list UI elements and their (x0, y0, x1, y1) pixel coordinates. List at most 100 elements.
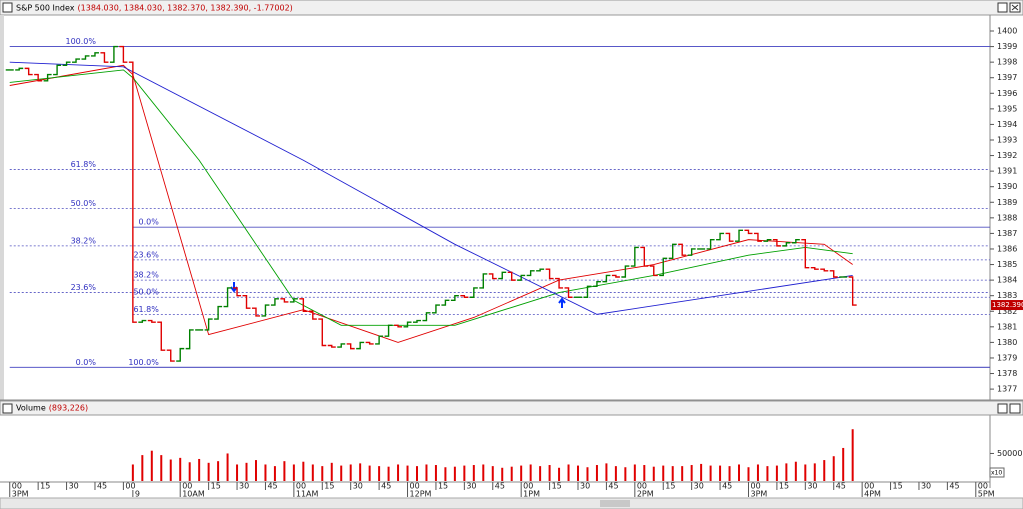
price-bar (611, 274, 620, 278)
fib-label: 50.0% (133, 288, 159, 297)
chart-title: S&P 500 Index (16, 4, 75, 13)
price-bar (204, 318, 213, 331)
x-tick-label: 15 (779, 482, 789, 491)
y-tick-label: 1398 (997, 58, 1017, 67)
price-bar (763, 238, 772, 242)
price-bar (450, 294, 459, 302)
price-bar (630, 246, 639, 267)
price-bar (53, 64, 62, 76)
title-bar (0, 0, 1023, 16)
price-bar (687, 248, 696, 256)
x-tick-major-label: 5PM (978, 490, 995, 499)
scale-box (989, 467, 1005, 478)
price-bar (24, 67, 33, 76)
x-tick-label: 00 (182, 482, 192, 491)
last-price-label: 1382.390 (992, 301, 1023, 309)
x-tick-label: 15 (665, 482, 675, 491)
fib-label: 23.6% (71, 283, 97, 292)
x-tick-label: 30 (921, 482, 931, 491)
price-bar (280, 298, 289, 303)
price-bar (412, 319, 421, 323)
price-bar (735, 229, 744, 242)
y-tick-label: 1382 (997, 307, 1017, 316)
price-bar (488, 273, 497, 280)
price-bar (479, 273, 488, 289)
price-bar (109, 45, 118, 63)
volume-title: Volume (16, 404, 46, 413)
maximize-button[interactable] (997, 2, 1008, 13)
y-tick-label: 1387 (997, 229, 1017, 238)
price-bar (498, 271, 507, 280)
y-tick-label: 1397 (997, 73, 1017, 82)
window-icon[interactable] (2, 2, 13, 13)
price-bar (223, 287, 232, 308)
x-tick-major-label: 3PM (750, 490, 767, 499)
x-tick-label: 00 (864, 482, 874, 491)
x-tick-major-label: 12PM (410, 490, 432, 499)
price-bar (640, 246, 649, 267)
x-tick-label: 30 (69, 482, 79, 491)
left-scroll[interactable] (0, 15, 4, 400)
y-tick-label: 1384 (997, 276, 1017, 285)
horizontal-scrollbar[interactable] (0, 497, 1023, 509)
price-bar (621, 265, 630, 278)
price-bar (441, 299, 450, 306)
price-bar (744, 229, 753, 235)
price-bar (119, 45, 128, 63)
price-bar (384, 324, 393, 337)
scroll-thumb[interactable] (600, 500, 630, 507)
y-tick-label: 1379 (997, 353, 1017, 362)
price-bar (242, 294, 251, 309)
price-bar (214, 305, 223, 320)
price-bar (327, 344, 336, 348)
price-bar (176, 347, 185, 362)
x-tick-label: 45 (495, 482, 505, 491)
scale-label: x10 (991, 470, 1002, 477)
price-bar (394, 324, 403, 328)
price-bar (469, 287, 478, 298)
price-bar (460, 294, 469, 298)
y-tick-label: 1391 (997, 167, 1017, 176)
x-tick-label: 30 (694, 482, 704, 491)
moving-average (9, 64, 853, 343)
x-tick-label: 00 (125, 482, 135, 491)
price-bar (233, 287, 242, 297)
volume-maximize[interactable] (997, 403, 1008, 414)
price-bar (782, 242, 791, 247)
up-arrow-signal (558, 297, 566, 308)
y-tick-label: 1400 (997, 27, 1017, 36)
x-tick-label: 45 (267, 482, 277, 491)
y-tick-label: 1395 (997, 104, 1017, 113)
fib-label: 61.8% (71, 160, 97, 169)
price-bar (62, 61, 71, 66)
volume-icon[interactable] (2, 403, 13, 414)
price-bar (668, 243, 677, 260)
y-tick-label: 1377 (997, 385, 1017, 394)
y-tick-label: 1383 (997, 291, 1017, 300)
fib-label: 61.8% (133, 305, 159, 314)
price-bar (810, 266, 819, 270)
price-bar (346, 343, 355, 350)
price-bar (602, 274, 611, 283)
price-bar (90, 52, 99, 57)
price-bar (716, 232, 725, 241)
volume-title-bar (0, 400, 1023, 416)
price-bar (753, 232, 762, 242)
price-bar (801, 238, 810, 269)
x-tick-label: 30 (580, 482, 590, 491)
y-tick-label: 1399 (997, 42, 1017, 51)
price-bar (365, 341, 374, 345)
x-tick-label: 00 (978, 482, 988, 491)
fib-label: 23.6% (133, 250, 159, 259)
y-tick-label: 1386 (997, 244, 1017, 253)
volume-close[interactable] (1009, 403, 1021, 414)
price-bar (791, 238, 800, 244)
price-bar (43, 73, 52, 82)
y-tick-label: 1392 (997, 151, 1017, 160)
y-tick-label: 1385 (997, 260, 1017, 269)
y-tick-label: 1380 (997, 338, 1017, 347)
price-bar (128, 61, 137, 323)
price-bar (270, 298, 279, 306)
price-bar (848, 276, 857, 306)
